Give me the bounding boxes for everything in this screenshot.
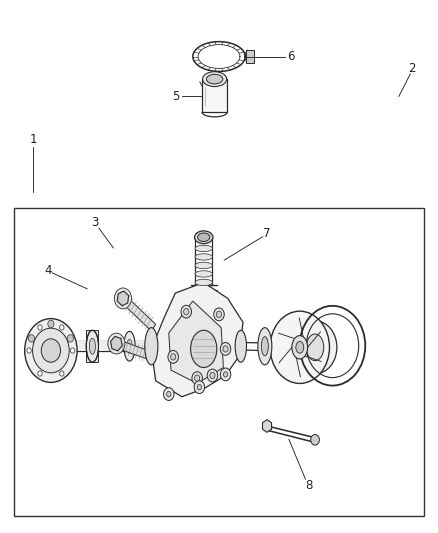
Text: 5: 5 xyxy=(172,90,179,103)
Ellipse shape xyxy=(195,271,212,277)
Text: 2: 2 xyxy=(408,62,416,75)
Ellipse shape xyxy=(258,328,272,365)
Circle shape xyxy=(38,371,42,376)
Text: 7: 7 xyxy=(263,227,271,240)
Circle shape xyxy=(207,369,218,382)
Ellipse shape xyxy=(198,233,210,241)
Ellipse shape xyxy=(235,330,247,362)
Polygon shape xyxy=(262,419,272,432)
Circle shape xyxy=(163,387,174,400)
Ellipse shape xyxy=(124,332,135,361)
Circle shape xyxy=(223,346,228,352)
Ellipse shape xyxy=(195,254,212,260)
Circle shape xyxy=(210,372,215,378)
Circle shape xyxy=(27,348,31,353)
Ellipse shape xyxy=(195,245,212,252)
Circle shape xyxy=(32,328,69,373)
Polygon shape xyxy=(116,340,150,359)
Circle shape xyxy=(166,391,171,397)
Circle shape xyxy=(67,335,74,342)
Circle shape xyxy=(181,305,191,318)
Circle shape xyxy=(168,351,178,364)
Circle shape xyxy=(311,434,319,445)
Ellipse shape xyxy=(292,336,307,359)
Circle shape xyxy=(192,372,202,384)
Polygon shape xyxy=(151,282,243,397)
Circle shape xyxy=(220,343,231,356)
Circle shape xyxy=(114,288,131,309)
Ellipse shape xyxy=(89,338,95,354)
Text: 3: 3 xyxy=(91,216,99,229)
Ellipse shape xyxy=(195,262,212,269)
Ellipse shape xyxy=(86,330,99,362)
Circle shape xyxy=(293,321,337,374)
Ellipse shape xyxy=(206,74,223,84)
Circle shape xyxy=(108,333,125,354)
Polygon shape xyxy=(202,79,227,112)
Circle shape xyxy=(71,348,75,353)
Ellipse shape xyxy=(296,342,304,353)
Text: 4: 4 xyxy=(44,264,52,277)
Ellipse shape xyxy=(194,231,213,244)
Circle shape xyxy=(216,311,222,318)
Polygon shape xyxy=(86,330,99,362)
Polygon shape xyxy=(121,295,155,331)
Bar xyxy=(246,50,254,63)
Circle shape xyxy=(60,325,64,330)
Text: 8: 8 xyxy=(305,479,312,492)
Ellipse shape xyxy=(127,340,132,353)
Circle shape xyxy=(270,311,329,383)
Text: 6: 6 xyxy=(287,50,295,63)
Circle shape xyxy=(170,354,176,360)
Ellipse shape xyxy=(191,330,217,368)
Circle shape xyxy=(28,335,35,342)
Ellipse shape xyxy=(195,279,212,286)
Circle shape xyxy=(25,319,77,382)
Polygon shape xyxy=(110,336,122,351)
Polygon shape xyxy=(117,291,129,306)
Ellipse shape xyxy=(203,71,226,86)
Circle shape xyxy=(220,368,231,381)
Circle shape xyxy=(194,375,200,381)
Bar xyxy=(14,208,424,516)
Circle shape xyxy=(214,308,224,321)
Circle shape xyxy=(48,320,54,328)
Circle shape xyxy=(41,339,60,362)
Ellipse shape xyxy=(261,337,268,356)
Circle shape xyxy=(223,372,228,377)
Polygon shape xyxy=(169,301,223,383)
Text: 1: 1 xyxy=(30,133,37,147)
Ellipse shape xyxy=(306,334,324,361)
Circle shape xyxy=(194,381,205,393)
Polygon shape xyxy=(38,342,149,351)
Ellipse shape xyxy=(145,328,158,365)
Circle shape xyxy=(38,325,42,330)
Circle shape xyxy=(60,371,64,376)
Circle shape xyxy=(184,309,189,315)
Circle shape xyxy=(197,384,201,390)
